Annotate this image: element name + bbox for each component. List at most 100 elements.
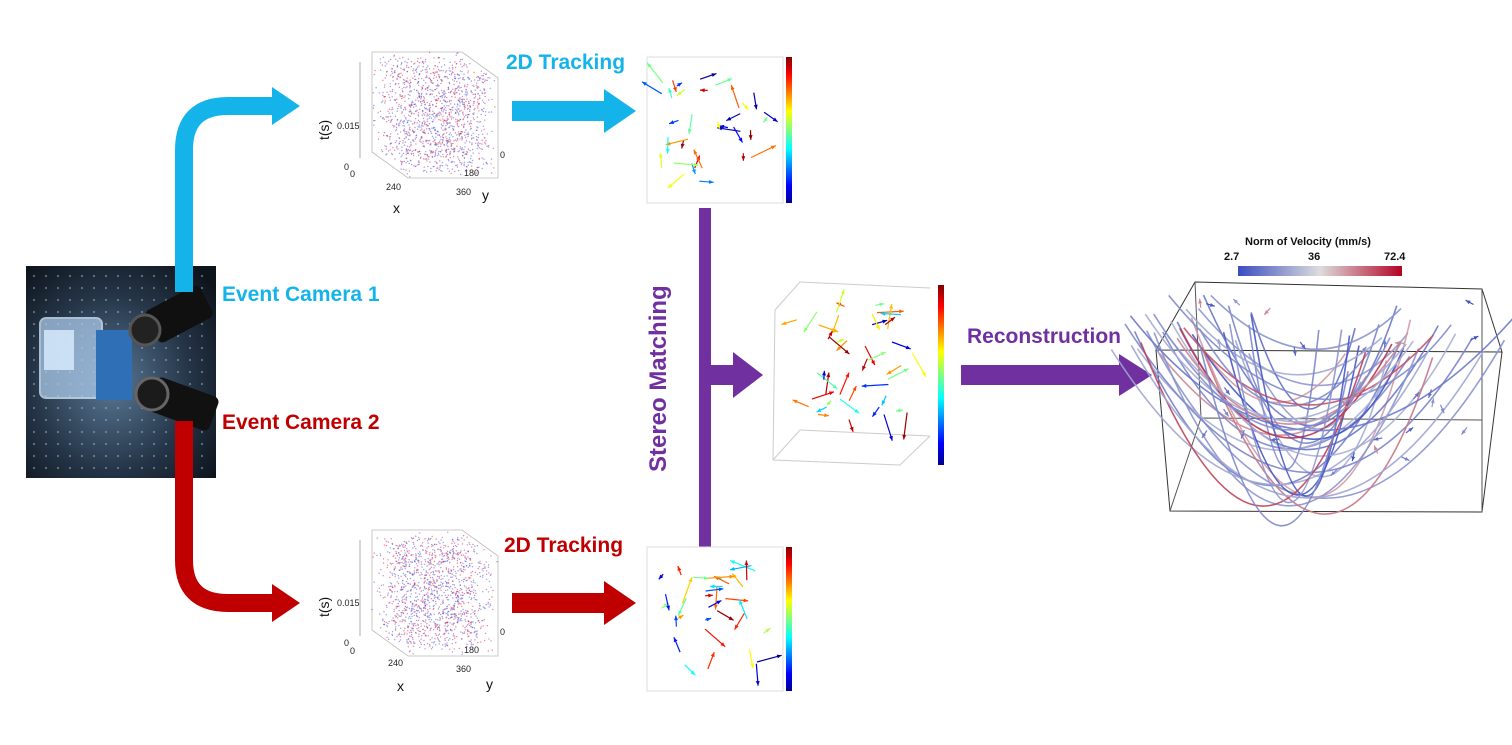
velocity-vector-head <box>792 399 798 404</box>
velocity-vector-head <box>1225 389 1230 395</box>
event-point <box>422 610 425 612</box>
event-point <box>395 544 397 547</box>
event-point <box>435 644 437 646</box>
event-point <box>424 114 426 116</box>
event-point <box>431 556 433 559</box>
table-hole <box>56 298 60 302</box>
event-point <box>455 597 457 599</box>
event-point <box>487 77 489 79</box>
event-point <box>426 128 428 130</box>
event-point <box>477 641 479 644</box>
event-point <box>440 581 442 583</box>
event-point <box>413 623 415 625</box>
event-point <box>470 632 473 634</box>
event-point <box>416 539 419 542</box>
event-point <box>443 100 446 102</box>
event-point <box>408 607 411 610</box>
event-point <box>455 121 457 123</box>
event-point <box>380 569 382 571</box>
camera-2-flow-arrow <box>175 421 272 612</box>
event-point <box>440 138 442 141</box>
event-point <box>391 153 393 156</box>
event-point <box>391 68 393 70</box>
event-point <box>384 145 386 147</box>
event-point <box>458 126 460 128</box>
event-point <box>483 137 485 139</box>
event-point <box>436 580 438 583</box>
event-point <box>447 87 449 89</box>
event-point <box>457 139 459 141</box>
event-point <box>426 69 428 71</box>
event-point <box>474 590 476 592</box>
cube-bottom-tick-y-zero: 0 <box>500 627 505 637</box>
event-point <box>420 561 423 563</box>
event-point <box>468 113 470 116</box>
event-point <box>481 576 484 578</box>
velocity-vector-head <box>1224 411 1229 417</box>
event-point <box>470 574 472 577</box>
tank-light <box>44 330 74 370</box>
event-point <box>431 552 434 555</box>
event-point <box>414 126 416 129</box>
event-point <box>406 639 408 641</box>
event-point <box>441 554 444 556</box>
event-point <box>392 586 394 588</box>
event-point <box>403 82 406 84</box>
camera-2-arrow-head <box>272 584 300 622</box>
event-point <box>454 637 456 639</box>
event-point <box>450 125 452 127</box>
event-point <box>405 599 408 601</box>
event-point <box>455 118 457 121</box>
event-point <box>458 150 461 152</box>
event-point <box>436 95 438 97</box>
velocity-vector-head <box>673 86 677 92</box>
event-point <box>424 612 427 614</box>
event-point <box>491 130 493 133</box>
table-hole <box>44 418 48 422</box>
event-point <box>424 574 426 576</box>
event-point <box>391 106 393 109</box>
event-point <box>438 598 440 601</box>
event-point <box>423 79 425 82</box>
event-point <box>485 79 487 81</box>
event-point <box>425 593 428 595</box>
event-point <box>461 597 464 600</box>
event-point <box>418 124 420 126</box>
event-point <box>460 594 462 596</box>
event-point <box>408 571 411 573</box>
event-point <box>406 145 409 147</box>
event-point <box>451 116 453 118</box>
event-point <box>457 557 459 560</box>
event-point <box>442 156 445 158</box>
event-point <box>489 604 492 607</box>
table-hole <box>44 430 48 434</box>
event-point <box>483 88 485 90</box>
event-point <box>453 140 455 142</box>
event-point <box>466 94 468 96</box>
event-point <box>427 89 429 92</box>
event-point <box>418 606 421 608</box>
event-point <box>385 148 388 150</box>
event-point <box>467 602 470 604</box>
velocity-vector-head <box>739 599 743 605</box>
event-point <box>419 108 421 111</box>
event-point <box>452 106 454 108</box>
event-point <box>403 633 405 636</box>
event-point <box>403 86 405 89</box>
event-point <box>424 69 426 71</box>
event-point <box>404 133 406 135</box>
event-point <box>413 63 415 65</box>
event-point <box>426 87 428 90</box>
event-point <box>474 107 476 110</box>
event-point <box>482 591 484 593</box>
event-point <box>441 648 443 650</box>
event-point <box>441 135 444 137</box>
event-point <box>420 70 422 73</box>
event-point <box>428 107 431 110</box>
event-point <box>439 619 441 621</box>
event-point <box>419 153 421 155</box>
event-point <box>402 142 404 144</box>
event-point <box>464 618 466 621</box>
event-point <box>389 149 391 151</box>
velocity-vector-head <box>1395 341 1400 345</box>
